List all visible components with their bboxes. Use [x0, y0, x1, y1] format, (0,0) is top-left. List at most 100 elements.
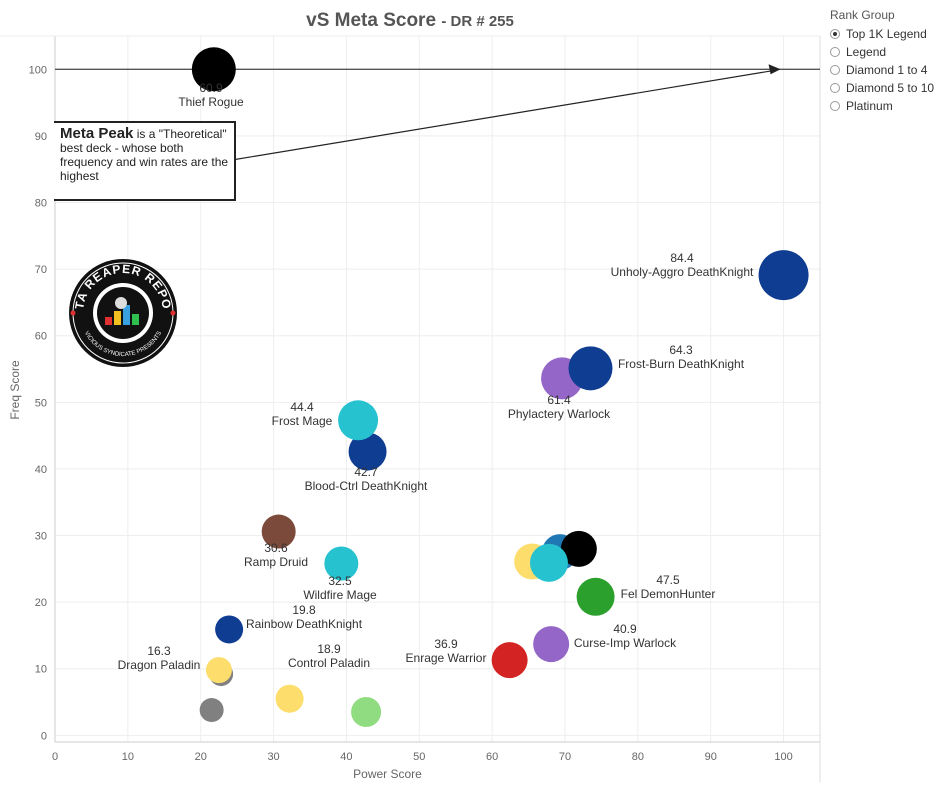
point-name-label: Dragon Paladin — [118, 658, 201, 672]
x-tick-label: 70 — [559, 751, 571, 763]
data-point — [199, 698, 224, 723]
x-tick-label: 50 — [413, 751, 425, 763]
y-tick-label: 40 — [35, 464, 47, 476]
data-point — [324, 546, 359, 581]
logo-bar-icon — [114, 311, 121, 325]
data-point — [191, 47, 236, 92]
data-point — [261, 514, 296, 549]
point-name-label: Frost Mage — [272, 414, 333, 428]
x-tick-label: 40 — [340, 751, 352, 763]
legend-option-0[interactable]: Top 1K Legend — [830, 25, 934, 43]
legend-option-label: Diamond 1 to 4 — [846, 63, 928, 77]
data-point — [351, 697, 382, 728]
x-axis-label: Power Score — [353, 767, 422, 781]
y-tick-label: 100 — [29, 64, 47, 76]
y-tick-label: 50 — [35, 397, 47, 409]
data-point — [529, 543, 568, 582]
x-tick-label: 90 — [705, 751, 717, 763]
point-value-label: 16.3 — [147, 644, 171, 658]
meta-peak-callout: Meta Peak is a "Theoretical" best deck -… — [54, 121, 236, 201]
point-name-label: Ramp Druid — [244, 555, 308, 569]
x-tick-label: 100 — [774, 751, 792, 763]
callout-text: is a "Theoretical" best deck - whose bot… — [60, 127, 229, 183]
data-point — [533, 626, 570, 663]
x-tick-label: 30 — [267, 751, 279, 763]
y-axis-label: Freq Score — [8, 360, 22, 420]
point-name-label: Rainbow DeathKnight — [246, 617, 363, 631]
radio-icon[interactable] — [830, 47, 840, 57]
point-value-label: 18.9 — [317, 642, 341, 656]
chart-title: vS Meta Score - DR # 255 — [306, 10, 514, 31]
x-tick-label: 10 — [122, 751, 134, 763]
logo-bar-icon — [132, 314, 139, 325]
y-tick-label: 20 — [35, 597, 47, 609]
logo-bar-icon — [105, 317, 112, 325]
y-tick-label: 30 — [35, 531, 47, 543]
data-point — [568, 346, 613, 391]
rank-group-legend: Rank Group Top 1K Legend Legend Diamond 1 … — [830, 8, 934, 115]
legend-option-label: Top 1K Legend — [846, 27, 927, 41]
point-value-label: 60.9 — [199, 81, 223, 95]
point-name-label: Thief Rogue — [178, 95, 244, 109]
legend-option-4[interactable]: Platinum — [830, 97, 934, 115]
legend-option-label: Platinum — [846, 99, 893, 113]
x-tick-label: 80 — [632, 751, 644, 763]
logo-dot-icon — [70, 310, 76, 316]
point-value-label: 44.4 — [290, 400, 314, 414]
chart-title-main: vS Meta Score — [306, 10, 437, 31]
legend-option-label: Diamond 5 to 10 — [846, 81, 935, 95]
y-tick-label: 80 — [35, 198, 47, 210]
point-value-label: 40.9 — [613, 622, 637, 636]
point-name-label: Curse-Imp Warlock — [574, 636, 677, 650]
data-point — [205, 657, 232, 684]
chart-subtitle: DR # 255 — [450, 13, 514, 30]
data-point — [576, 577, 615, 616]
point-value-label: 36.9 — [434, 637, 458, 651]
point-name-label: Wildfire Mage — [303, 588, 377, 602]
x-tick-label: 20 — [195, 751, 207, 763]
radio-icon[interactable] — [830, 83, 840, 93]
arrow-head-icon — [768, 64, 781, 75]
legend-option-3[interactable]: Diamond 5 to 10 — [830, 79, 934, 97]
data-point — [348, 432, 387, 471]
point-value-label: 61.4 — [547, 393, 571, 407]
legend-option-1[interactable]: Legend — [830, 43, 934, 61]
y-tick-label: 60 — [35, 331, 47, 343]
legend-option-2[interactable]: Diamond 1 to 4 — [830, 61, 934, 79]
data-point — [758, 250, 809, 301]
meta-peak-reference — [55, 64, 820, 161]
point-value-label: 84.4 — [670, 251, 694, 265]
point-name-label: Phylactery Warlock — [508, 407, 611, 421]
point-value-label: 19.8 — [292, 603, 316, 617]
data-point — [215, 615, 244, 644]
y-tick-label: 70 — [35, 264, 47, 276]
data-point — [491, 642, 528, 679]
callout-bold: Meta Peak — [60, 125, 134, 142]
point-name-label: Enrage Warrior — [406, 651, 487, 665]
point-name-label: Blood-Ctrl DeathKnight — [305, 479, 428, 493]
point-name-label: Fel DemonHunter — [621, 587, 716, 601]
y-tick-label: 90 — [35, 131, 47, 143]
legend-title: Rank Group — [830, 8, 895, 22]
x-tick-label: 60 — [486, 751, 498, 763]
data-point — [560, 530, 597, 567]
radio-icon[interactable] — [830, 101, 840, 111]
data-point — [338, 400, 379, 441]
logo-skull-icon — [115, 297, 127, 309]
legend-option-label: Legend — [846, 45, 887, 59]
logo-bar-icon — [123, 305, 130, 325]
data-point — [275, 684, 304, 713]
x-tick-label: 0 — [52, 751, 58, 763]
point-value-label: 30.6 — [264, 541, 288, 555]
y-tick-label: 0 — [41, 730, 47, 742]
point-name-label: Frost-Burn DeathKnight — [618, 357, 745, 371]
point-value-label: 32.5 — [328, 574, 352, 588]
radio-icon[interactable] — [830, 65, 840, 75]
point-value-label: 64.3 — [669, 343, 693, 357]
callout-arrow-line — [231, 69, 776, 161]
radio-icon[interactable] — [830, 29, 840, 39]
point-name-label: Unholy-Aggro DeathKnight — [611, 265, 754, 279]
point-name-label: Control Paladin — [288, 656, 370, 670]
